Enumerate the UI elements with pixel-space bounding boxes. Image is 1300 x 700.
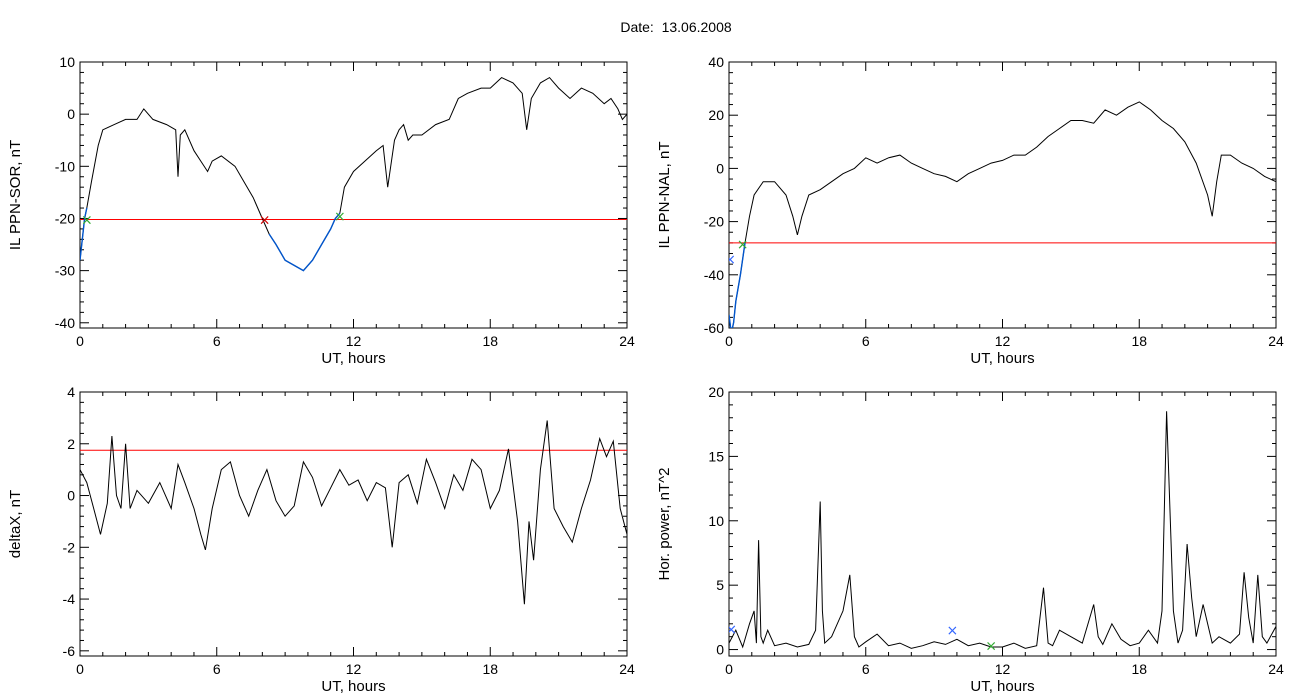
y-axis-label: Hor. power, nT^2 <box>656 468 673 581</box>
series-highlight <box>729 242 746 328</box>
x-tick-label: 18 <box>482 661 498 677</box>
chart-ppn-nal: 0 6 12 18 24 -60 -40 -20 0 20 40 UT, hours IL PPN-NA… <box>656 54 1284 367</box>
y-axis-label: IL PPN-SOR, nT <box>7 140 24 250</box>
x-tick-label: 24 <box>1268 333 1284 349</box>
date-value: 13.06.2008 <box>661 19 732 35</box>
x-tick-label: 12 <box>346 333 362 349</box>
x-tick-label: 0 <box>725 661 733 677</box>
x-axis-label: UT, hours <box>321 678 385 695</box>
y-tick-label: 10 <box>59 54 75 70</box>
plot-area: × × × <box>80 76 627 272</box>
y-tick-label: -2 <box>63 539 76 555</box>
y-tick-label: -20 <box>55 210 75 226</box>
series-highlight <box>80 207 88 261</box>
x-axis-label: UT, hours <box>321 350 385 367</box>
x-tick-label: 0 <box>76 333 84 349</box>
y-tick-label: 10 <box>708 513 724 529</box>
y-tick-label: 15 <box>708 448 724 464</box>
x-tick-label: 0 <box>725 333 733 349</box>
x-tick-label: 24 <box>619 661 635 677</box>
page-title: Date: 13.06.2008 <box>0 19 1300 35</box>
plot-area <box>80 420 627 605</box>
y-tick-label: 4 <box>67 384 75 400</box>
x-tick-label: 6 <box>213 333 221 349</box>
plot-frame <box>728 61 1277 329</box>
y-tick-label: 2 <box>67 436 75 452</box>
y-tick-label: 0 <box>67 106 75 122</box>
chart-ppn-sor: 0 6 12 18 24 -40 -30 -20 -10 0 10 UT, hours IL PPN-S… <box>7 54 635 367</box>
crossing-marker: × <box>259 213 271 229</box>
y-tick-label: -20 <box>704 214 724 230</box>
crossing-marker: × <box>725 622 737 638</box>
crossing-marker: × <box>334 209 346 225</box>
y-tick-label: 20 <box>708 384 724 400</box>
crossing-marker: × <box>737 237 749 253</box>
crossing-marker: × <box>81 213 93 229</box>
series-line <box>80 76 627 272</box>
series-line <box>729 101 1276 328</box>
crossing-marker: × <box>946 623 958 639</box>
series-line <box>80 420 627 605</box>
crossing-marker: × <box>724 252 736 268</box>
y-tick-label: -10 <box>55 158 75 174</box>
x-tick-label: 0 <box>76 661 84 677</box>
date-label: Date: <box>620 19 654 35</box>
x-tick-label: 24 <box>619 333 635 349</box>
x-axis-label: UT, hours <box>970 678 1034 695</box>
x-tick-label: 6 <box>862 661 870 677</box>
x-tick-label: 18 <box>1131 333 1147 349</box>
plot-frame <box>79 391 628 657</box>
y-tick-label: 5 <box>716 577 724 593</box>
y-tick-label: 0 <box>67 488 75 504</box>
x-tick-label: 24 <box>1268 661 1284 677</box>
x-tick-label: 6 <box>862 333 870 349</box>
y-tick-label: -6 <box>63 643 76 659</box>
y-tick-label: -40 <box>55 315 75 331</box>
x-tick-label: 12 <box>995 333 1011 349</box>
y-tick-label: -4 <box>63 591 76 607</box>
x-tick-label: 18 <box>482 333 498 349</box>
y-tick-label: 40 <box>708 54 724 70</box>
y-axis-label: deltaX, nT <box>7 490 24 558</box>
y-axis-label: IL PPN-NAL, nT <box>656 142 673 249</box>
y-tick-label: -40 <box>704 267 724 283</box>
x-tick-label: 12 <box>995 661 1011 677</box>
y-tick-label: -30 <box>55 263 75 279</box>
plot-area: × × × <box>725 411 1276 655</box>
plot-area: ×× <box>724 101 1276 328</box>
y-tick-label: 0 <box>716 642 724 658</box>
x-tick-label: 6 <box>213 661 221 677</box>
chart-hor-power: 0 6 12 18 24 0 5 10 15 20 UT, hours Hor. power, nT^… <box>656 384 1284 695</box>
x-tick-label: 12 <box>346 661 362 677</box>
y-tick-label: 20 <box>708 107 724 123</box>
x-axis-label: UT, hours <box>970 350 1034 367</box>
y-tick-label: -60 <box>704 320 724 336</box>
crossing-marker: × <box>985 639 997 655</box>
plot-frame <box>79 61 628 329</box>
series-line <box>729 411 1276 649</box>
x-tick-label: 18 <box>1131 661 1147 677</box>
y-tick-label: 0 <box>716 160 724 176</box>
series-highlight <box>268 212 341 272</box>
